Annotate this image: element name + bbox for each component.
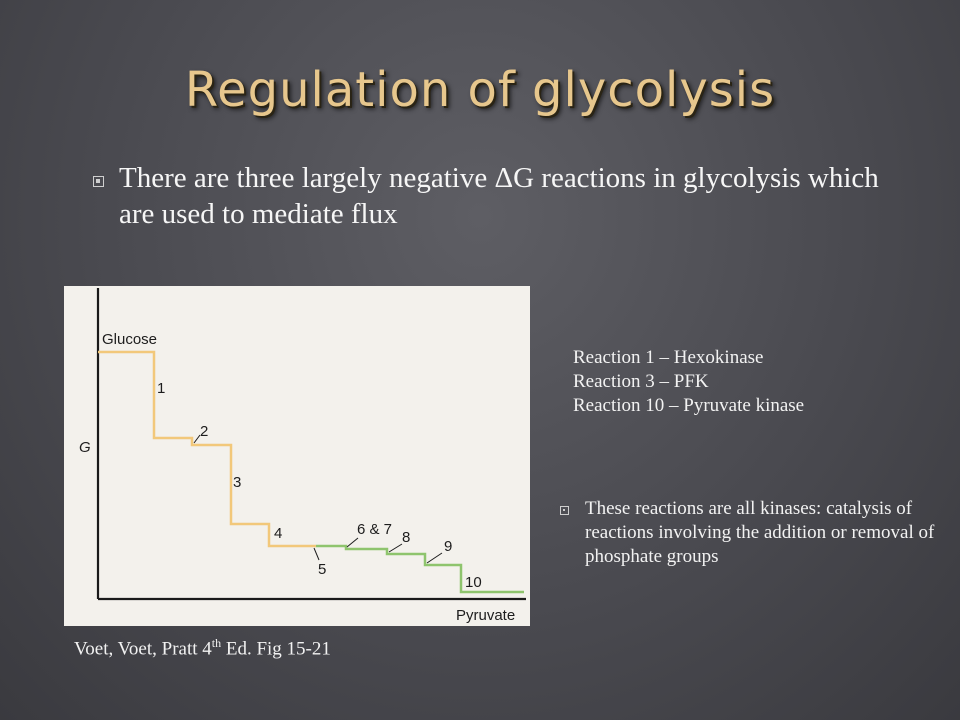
step-label-5: 5	[318, 561, 326, 578]
step-label-4: 4	[274, 525, 282, 542]
reaction-item: Reaction 10 – Pyruvate kinase	[573, 395, 805, 416]
pointer-2	[193, 434, 201, 444]
step-label-1: 1	[157, 380, 165, 397]
caption-text: Voet, Voet, Pratt 4	[74, 638, 212, 660]
square-bullet-icon	[560, 506, 569, 515]
bullet-kinases-text: These reactions are all kinases: catalys…	[585, 498, 935, 567]
y-axis-label: G	[79, 439, 91, 456]
reaction-item: Reaction 1 – Hexokinase	[573, 347, 764, 368]
step-label-2: 2	[200, 423, 208, 440]
staircase-late-segment	[316, 544, 524, 594]
label-glucose: Glucose	[102, 331, 157, 348]
pointer-5	[313, 547, 320, 561]
bullet-negative-dg: There are three largely negative ΔG reac…	[93, 160, 913, 232]
staircase-early-segment	[98, 350, 316, 548]
energy-staircase-svg: G Glucose 1 2 3 4 5 6 & 7 8 9 10 Pyruvat…	[79, 288, 526, 624]
step-label-3: 3	[233, 474, 241, 491]
square-bullet-icon	[93, 176, 104, 187]
step-label-9: 9	[444, 538, 452, 555]
bullet-kinases: These reactions are all kinases: catalys…	[560, 497, 940, 569]
label-pyruvate: Pyruvate	[456, 607, 515, 624]
glycolysis-energy-diagram: G Glucose 1 2 3 4 5 6 & 7 8 9 10 Pyruvat…	[64, 286, 530, 626]
figure-caption: Voet, Voet, Pratt 4th Ed. Fig 15-21	[74, 636, 331, 660]
reaction-list: Reaction 1 – Hexokinase Reaction 3 – PFK…	[573, 346, 804, 418]
caption-superscript: th	[211, 636, 222, 650]
slide-title: Regulation of glycolysis	[184, 62, 776, 118]
step-label-6-7: 6 & 7	[357, 521, 392, 538]
step-label-8: 8	[402, 529, 410, 546]
pointer-6-7	[346, 537, 359, 548]
pointer-9	[426, 552, 443, 564]
reaction-item: Reaction 3 – PFK	[573, 371, 709, 392]
step-label-10: 10	[465, 574, 482, 591]
bullet-negative-dg-text: There are three largely negative ΔG reac…	[119, 162, 879, 230]
pointer-8	[388, 543, 403, 553]
caption-suffix: Ed. Fig 15-21	[221, 638, 331, 660]
